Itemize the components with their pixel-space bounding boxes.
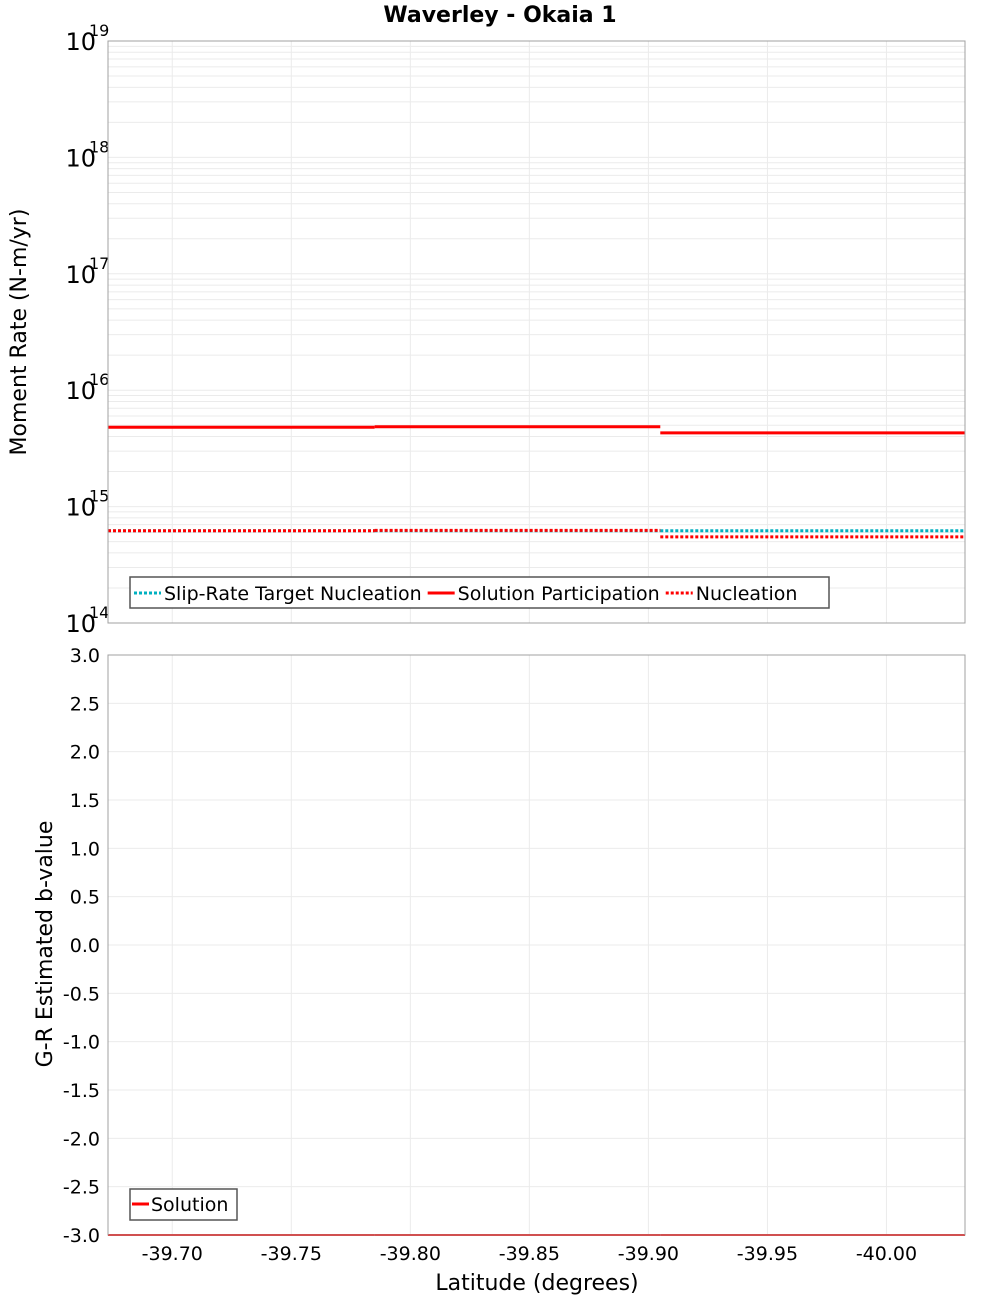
x-tick-label: -39.80 [380, 1243, 441, 1265]
b-value-plot: 3.0 2.5 2.0 1.5 1.0 0.5 0.0 -0.5 -1.0 -1.5 -2.0 -2.… [63, 645, 966, 1247]
y-tick-label: 3.0 [70, 645, 100, 667]
moment-rate-legend: Slip-Rate Target Nucleation Solution Part… [129, 576, 830, 609]
y-tick-label: -1.5 [63, 1080, 100, 1102]
legend-item: Nucleation [665, 583, 798, 605]
svg-text:10: 10 [65, 610, 96, 638]
svg-text:10: 10 [65, 261, 96, 289]
svg-text:Solution: Solution [151, 1194, 228, 1216]
legend-item: Solution Participation [427, 583, 660, 605]
y-tick-label: -3.0 [63, 1225, 100, 1247]
y-tick-label: -2.0 [63, 1128, 100, 1150]
y-tick-label: 1.5 [70, 790, 100, 812]
x-axis-label: Latitude (degrees) [435, 1271, 638, 1296]
y-tick-label: -0.5 [63, 983, 100, 1005]
svg-text:10: 10 [65, 28, 96, 56]
chart-title: Waverley - Okaia 1 [383, 3, 616, 28]
legend-item: Slip-Rate Target Nucleation [134, 583, 422, 605]
x-tick-label: -39.90 [618, 1243, 679, 1265]
y-tick-label: 2.0 [70, 742, 100, 764]
series-nucleation [108, 528, 965, 539]
x-tick-label: -39.70 [142, 1243, 203, 1265]
b-value-y-axis-label: G-R Estimated b-value [33, 821, 58, 1068]
x-tick-label: -39.85 [499, 1243, 560, 1265]
svg-text:19: 19 [89, 21, 109, 40]
svg-text:10: 10 [65, 377, 96, 405]
y-tick-label: 0.5 [70, 887, 100, 909]
series-solution-participation [108, 425, 965, 435]
y-tick-label: 2.5 [70, 693, 100, 715]
svg-text:Solution Participation: Solution Participation [458, 583, 660, 605]
y-tick-label: 1.0 [70, 838, 100, 860]
y-tick-label: 0.0 [70, 935, 100, 957]
x-tick-label: -40.00 [856, 1243, 917, 1265]
svg-text:18: 18 [89, 137, 109, 156]
svg-text:Slip-Rate Target Nucleation: Slip-Rate Target Nucleation [164, 583, 422, 605]
svg-text:10: 10 [65, 144, 96, 172]
moment-rate-y-axis-label: Moment Rate (N-m/yr) [7, 209, 32, 456]
y-tick-label: -1.0 [63, 1032, 100, 1054]
latitude-x-axis: -39.70 -39.75 -39.80 -39.85 -39.90 -39.95 -40.… [142, 1243, 917, 1265]
svg-text:16: 16 [89, 370, 109, 389]
x-tick-label: -39.75 [261, 1243, 322, 1265]
svg-text:15: 15 [89, 487, 109, 506]
x-tick-label: -39.95 [737, 1243, 798, 1265]
svg-text:10: 10 [65, 494, 96, 522]
svg-text:Nucleation: Nucleation [696, 583, 798, 605]
b-value-legend: Solution [129, 1188, 238, 1221]
svg-text:17: 17 [89, 254, 109, 273]
svg-text:14: 14 [89, 603, 109, 622]
y-tick-label: -2.5 [63, 1177, 100, 1199]
